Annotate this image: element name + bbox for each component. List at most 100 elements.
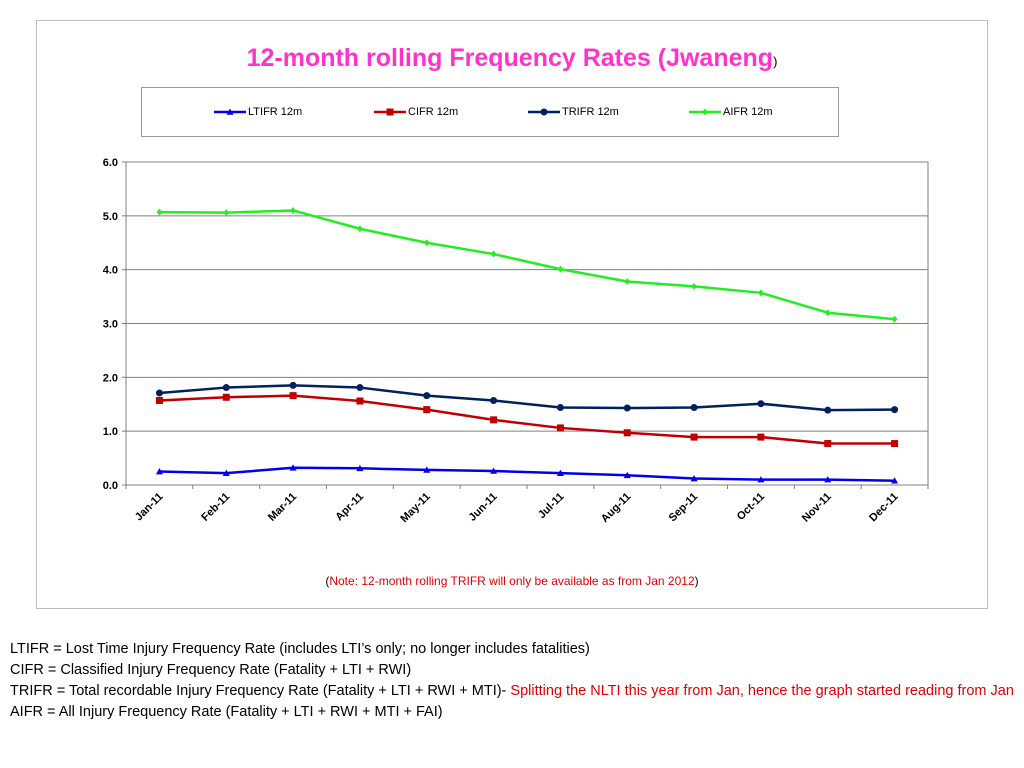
data-point-aifr: [624, 278, 631, 286]
x-tick-label: Mar-11: [266, 491, 299, 524]
data-point-aifr: [758, 289, 764, 297]
y-tick-label: 6.0: [103, 157, 118, 169]
legend-label-trifr: TRIFR 12m: [562, 106, 619, 118]
data-point-trifr: [824, 406, 832, 414]
legend-label-aifr: AIFR 12m: [723, 106, 773, 118]
data-point-aifr: [490, 250, 497, 258]
data-point-aifr: [691, 282, 697, 290]
x-tick-label: Jul-11: [536, 491, 567, 522]
series-line-ltifr: [159, 466, 895, 482]
chart-note: (Note: 12-month rolling TRIFR will only …: [0, 574, 1024, 588]
chart-title: 12-month rolling Frequency Rates (Jwanen…: [0, 44, 1024, 73]
data-point-ltifr: [757, 476, 765, 483]
series-line-aifr: [159, 209, 895, 321]
data-point-trifr: [556, 403, 564, 411]
chart-note-close: ): [694, 574, 699, 588]
legend-item-ltifr: LTIFR 12m: [214, 105, 302, 119]
definition-trifr-note: Splitting the NLTI this year from Jan, h…: [510, 683, 1014, 699]
x-tick-label: Jun-11: [467, 491, 500, 524]
data-point-trifr: [690, 403, 698, 411]
data-point-cifr: [289, 392, 297, 400]
data-point-trifr: [623, 404, 631, 412]
data-point-ltifr: [891, 477, 899, 484]
chart-frame: [36, 20, 988, 609]
y-tick-label: 3.0: [103, 319, 118, 331]
x-tick-label: Oct-11: [735, 491, 767, 523]
x-tick-label: Dec-11: [867, 491, 901, 525]
legend-label-ltifr: LTIFR 12m: [248, 106, 303, 118]
data-point-cifr: [222, 393, 230, 401]
data-point-cifr: [757, 433, 765, 441]
x-tick-label: Feb-11: [199, 491, 232, 524]
y-tick-label: 1.0: [103, 426, 118, 438]
definitions: LTIFR = Lost Time Injury Frequency Rate …: [10, 639, 1014, 723]
legend-marker-ltifr: [226, 108, 234, 115]
legend-label-cifr: CIFR 12m: [408, 106, 459, 118]
data-point-trifr: [222, 384, 230, 392]
x-tick-label: Apr-11: [333, 491, 366, 524]
data-point-cifr: [690, 433, 698, 441]
series-line-cifr: [159, 394, 895, 445]
data-point-cifr: [155, 396, 163, 404]
data-point-aifr: [423, 239, 430, 247]
y-tick-label: 5.0: [103, 211, 118, 223]
data-point-trifr: [891, 406, 899, 414]
legend-swatch-aifr: [689, 108, 721, 116]
definition-cifr: CIFR = Classified Injury Frequency Rate …: [10, 662, 412, 678]
data-point-ltifr: [690, 475, 698, 482]
definition-trifr-text: TRIFR = Total recordable Injury Frequenc…: [10, 683, 511, 699]
chart-note-open: (: [325, 574, 330, 588]
definition-ltifr: LTIFR = Lost Time Injury Frequency Rate …: [10, 641, 590, 657]
legend-swatch-ltifr: [214, 108, 246, 115]
series-line-trifr: [159, 384, 895, 412]
data-point-aifr: [290, 206, 296, 214]
data-point-aifr: [223, 209, 230, 217]
data-point-trifr: [289, 381, 297, 389]
data-point-ltifr: [623, 471, 631, 479]
x-tick-label: Nov-11: [800, 491, 834, 525]
line-chart-plot: 0.0 1.0 2.0 3.0 4.0 5.0 6.0 Jan-11 Feb-11 Mar-11 A…: [103, 157, 929, 525]
data-point-aifr: [357, 225, 363, 233]
data-point-trifr: [757, 400, 765, 408]
legend-item-cifr: CIFR 12m: [374, 105, 458, 119]
data-point-ltifr: [289, 464, 297, 471]
data-point-cifr: [556, 424, 564, 432]
x-tick-label: Aug-11: [599, 491, 633, 525]
data-point-cifr: [891, 440, 899, 448]
data-point-aifr: [156, 208, 163, 216]
data-point-cifr: [623, 429, 631, 437]
data-point-cifr: [423, 406, 431, 414]
data-point-ltifr: [423, 466, 431, 473]
data-point-ltifr: [222, 469, 230, 476]
legend-marker-trifr: [540, 108, 548, 116]
data-point-ltifr: [556, 469, 564, 476]
x-tick-label: Jan-11: [133, 491, 166, 524]
data-point-ltifr: [824, 476, 832, 483]
data-point-ltifr: [155, 468, 163, 475]
data-point-ltifr: [490, 467, 498, 474]
x-tick-label: May-11: [398, 491, 432, 525]
data-point-trifr: [356, 384, 364, 392]
definition-aifr: AIFR = All Injury Frequency Rate (Fatali…: [10, 704, 443, 720]
data-point-cifr: [824, 440, 832, 448]
data-point-aifr: [557, 265, 564, 273]
chart-title-suffix: ): [773, 54, 778, 69]
legend-item-aifr: AIFR 12m: [689, 105, 773, 119]
data-point-cifr: [356, 397, 364, 405]
data-point-ltifr: [356, 464, 364, 472]
chart-legend: LTIFR 12m CIFR 12m TRIFR 12m AIFR 12m: [141, 87, 839, 137]
legend-swatch-trifr: [528, 108, 560, 116]
data-point-trifr: [155, 389, 163, 397]
legend-swatch-cifr: [374, 108, 406, 116]
data-point-aifr: [824, 309, 831, 317]
y-tick-label: 0.0: [103, 480, 118, 492]
legend-marker-cifr: [386, 108, 394, 116]
data-point-trifr: [490, 396, 498, 404]
chart-title-text: 12-month rolling Frequency Rates (Jwanen…: [246, 44, 774, 72]
y-tick-label: 4.0: [103, 265, 118, 277]
data-point-cifr: [490, 416, 498, 424]
definition-trifr: TRIFR = Total recordable Injury Frequenc…: [10, 681, 1014, 702]
data-point-trifr: [423, 392, 431, 400]
x-tick-label: Sep-11: [667, 491, 701, 525]
legend-item-trifr: TRIFR 12m: [528, 105, 619, 119]
